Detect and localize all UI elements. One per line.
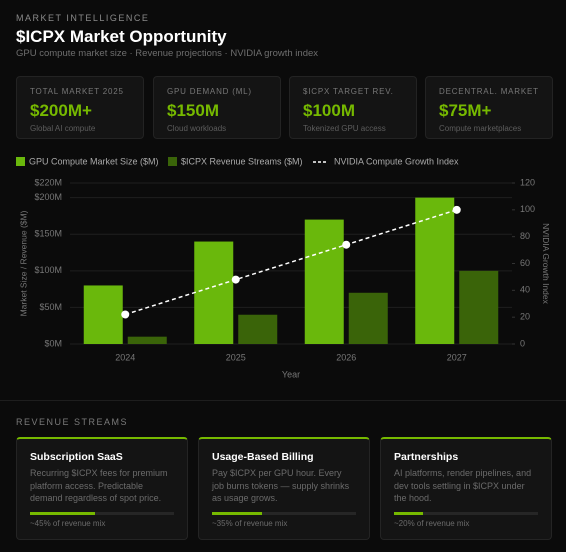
y2-tick-label: 60 bbox=[520, 258, 530, 268]
legend-swatch bbox=[168, 157, 177, 166]
x-tick-label: 2025 bbox=[226, 352, 246, 362]
section-title: REVENUE STREAMS bbox=[16, 417, 129, 427]
line-point bbox=[452, 205, 461, 214]
progress-track bbox=[394, 512, 538, 515]
progress-fill bbox=[30, 512, 95, 515]
line-point bbox=[231, 275, 240, 284]
kpi-card: TOTAL MARKET 2025 $200M+ Global AI compute bbox=[16, 76, 144, 139]
kpi-card: GPU DEMAND (ML) $150M Cloud workloads bbox=[153, 76, 281, 139]
kpi-card: DECENTRAL. MARKET $75M+ Compute marketplac… bbox=[425, 76, 553, 139]
stream-card: Partnerships AI platforms, render pipelin… bbox=[380, 437, 552, 540]
stream-card: Usage-Based Billing Pay $ICPX per GPU hou… bbox=[198, 437, 370, 540]
kpi-value: $100M bbox=[303, 101, 355, 120]
y-tick-label: $200M bbox=[34, 192, 62, 202]
bar bbox=[348, 292, 388, 344]
stream-text: Pay $ICPX per GPU hour. Every job burns … bbox=[212, 468, 350, 503]
kpi-value: $200M+ bbox=[30, 101, 92, 120]
bar bbox=[238, 314, 278, 344]
legend-label: NVIDIA Compute Growth Index bbox=[334, 156, 459, 166]
subtitle: GPU compute market size · Revenue projec… bbox=[16, 48, 319, 59]
y-axis-title: Market Size / Revenue ($M) bbox=[18, 210, 28, 316]
stream-share: ~35% of revenue mix bbox=[212, 519, 288, 528]
kpi-note: Cloud workloads bbox=[167, 124, 227, 133]
kpi-note: Tokenized GPU access bbox=[303, 124, 386, 133]
bar bbox=[415, 197, 455, 344]
kpi-value: $75M+ bbox=[439, 101, 492, 120]
stream-name: Partnerships bbox=[394, 451, 459, 463]
kpi-value: $150M bbox=[167, 101, 219, 120]
x-axis-title: Year bbox=[282, 369, 300, 379]
y2-tick-label: 20 bbox=[520, 312, 530, 322]
stream-text: Recurring $ICPX fees for premium platfor… bbox=[30, 468, 168, 503]
bar bbox=[459, 270, 499, 344]
legend-swatch bbox=[16, 157, 25, 166]
bar bbox=[83, 285, 123, 344]
eyebrow: MARKET INTELLIGENCE bbox=[16, 13, 150, 23]
stream-name: Subscription SaaS bbox=[30, 451, 123, 463]
line bbox=[125, 209, 457, 316]
kpi-label: DECENTRAL. MARKET bbox=[439, 87, 539, 96]
y-tick-label: $220M bbox=[34, 177, 62, 187]
progress-fill bbox=[394, 512, 423, 515]
legend-label: $ICPX Revenue Streams ($M) bbox=[181, 156, 303, 166]
bar bbox=[127, 336, 167, 344]
bar bbox=[194, 241, 234, 344]
kpi-note: Compute marketplaces bbox=[439, 124, 522, 133]
kpi-label: TOTAL MARKET 2025 bbox=[30, 87, 124, 96]
y-tick-label: $100M bbox=[34, 265, 62, 275]
divider bbox=[0, 400, 566, 401]
kpi-card: $ICPX TARGET REV. $100M Tokenized GPU acce… bbox=[289, 76, 417, 139]
y2-tick-label: 120 bbox=[520, 177, 535, 187]
stream-share: ~45% of revenue mix bbox=[30, 519, 106, 528]
y2-axis-title: NVIDIA Growth Index bbox=[541, 223, 551, 305]
kpi-note: Global AI compute bbox=[30, 124, 96, 133]
stream-card: Subscription SaaS Recurring $ICPX fees fo… bbox=[16, 437, 188, 540]
stream-text: AI platforms, render pipelines, and dev … bbox=[394, 468, 532, 503]
x-tick-label: 2024 bbox=[115, 352, 135, 362]
kpi-label: $ICPX TARGET REV. bbox=[303, 87, 394, 96]
y-tick-label: $50M bbox=[39, 302, 62, 312]
bar bbox=[304, 219, 344, 344]
kpi-label: GPU DEMAND (ML) bbox=[167, 87, 252, 96]
progress-track bbox=[212, 512, 356, 515]
chart: $0M $50M $100M $150M $200M $220M 0 20 40 60 80 100 1… bbox=[16, 156, 551, 379]
x-tick-label: 2026 bbox=[336, 352, 356, 362]
page-title: $ICPX Market Opportunity bbox=[16, 27, 227, 46]
y2-tick-label: 0 bbox=[520, 338, 525, 348]
y-tick-label: $0M bbox=[44, 338, 62, 348]
progress-fill bbox=[212, 512, 263, 515]
progress-track bbox=[30, 512, 174, 515]
legend-label: GPU Compute Market Size ($M) bbox=[29, 156, 159, 166]
y2-tick-label: 100 bbox=[520, 204, 535, 214]
y2-tick-label: 80 bbox=[520, 231, 530, 241]
line-point bbox=[342, 240, 351, 249]
x-tick-label: 2027 bbox=[447, 352, 467, 362]
y2-tick-label: 40 bbox=[520, 285, 530, 295]
stream-share: ~20% of revenue mix bbox=[394, 519, 470, 528]
y-tick-label: $150M bbox=[34, 229, 62, 239]
line-point bbox=[121, 310, 130, 319]
stream-name: Usage-Based Billing bbox=[212, 451, 314, 463]
